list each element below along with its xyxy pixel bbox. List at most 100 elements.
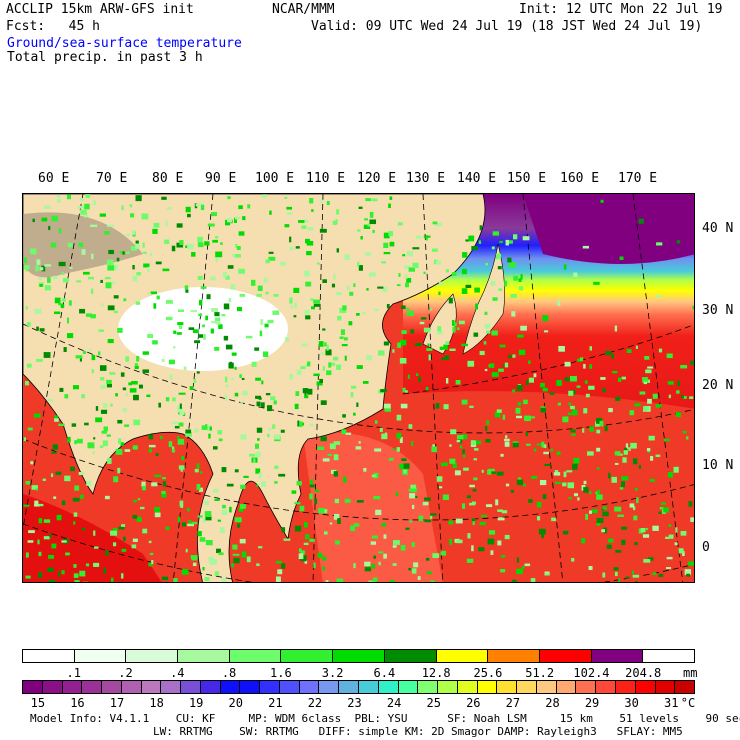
precip-cell	[487, 469, 492, 475]
precip-cell	[449, 444, 452, 447]
precip-cell	[425, 386, 429, 391]
precip-cell	[400, 403, 408, 409]
precip-cell	[300, 366, 306, 369]
precip-cell	[360, 236, 363, 240]
precip-cell	[540, 407, 547, 413]
precip-cell	[522, 483, 526, 487]
precip-cell	[642, 377, 648, 383]
precip-cell	[642, 534, 650, 538]
precip-cell	[36, 358, 43, 362]
precip-cell	[540, 382, 545, 388]
temperature-color-swatch	[556, 681, 577, 693]
precip-cell	[500, 453, 504, 457]
precip-cell	[497, 517, 505, 521]
precip-cell	[573, 457, 580, 464]
precip-cell	[487, 538, 495, 545]
precip-cell	[488, 530, 496, 535]
precip-cell	[678, 548, 684, 554]
model-title: ACCLIP 15km ARW-GFS init	[6, 2, 194, 17]
precip-cell	[82, 350, 87, 354]
precip-cell	[161, 490, 166, 495]
precip-cell	[82, 271, 90, 275]
precip-color-swatch	[488, 650, 540, 662]
precip-cell	[188, 327, 195, 330]
precip-cell	[121, 573, 124, 579]
precip-cell	[304, 270, 310, 277]
land-asia	[23, 194, 486, 582]
precip-cell	[528, 416, 536, 419]
precip-cell	[275, 560, 282, 564]
precip-cell	[120, 442, 124, 446]
precip-cell	[605, 350, 612, 356]
precip-cell	[237, 523, 241, 528]
lon-label: 80 E	[152, 171, 184, 186]
precip-cell	[118, 526, 125, 530]
precip-cell	[191, 557, 198, 561]
precip-cell	[191, 521, 198, 525]
temperature-color-swatch	[82, 681, 103, 693]
precip-cell	[231, 563, 235, 568]
valid-time: Valid: 09 UTC Wed 24 Jul 19 (18 JST Wed …	[311, 19, 703, 34]
precip-cell	[504, 534, 510, 540]
precip-cell	[659, 507, 664, 510]
precip-cell	[25, 552, 29, 558]
precip-cell	[628, 447, 631, 451]
precip-cell	[585, 513, 589, 520]
precip-cell	[262, 194, 268, 198]
precip-cell	[268, 427, 272, 431]
precip-cell	[124, 449, 131, 452]
precip-cell	[67, 317, 70, 324]
precip-cell	[567, 482, 575, 489]
precip-cell	[105, 282, 112, 289]
precip-cell	[154, 512, 161, 518]
precip-cell	[420, 317, 427, 320]
precip-cell	[132, 230, 136, 235]
precip-cell	[364, 567, 372, 572]
precip-cell	[353, 523, 360, 527]
precip-cell	[608, 472, 611, 479]
precip-cell	[668, 394, 671, 399]
precip-cell	[364, 218, 368, 221]
precip-cell	[497, 540, 502, 546]
precip-cell	[270, 396, 276, 401]
precip-cell	[344, 355, 347, 361]
precip-cell	[214, 346, 220, 351]
precip-cell	[25, 267, 28, 272]
precip-cell	[542, 494, 547, 500]
precip-cell	[422, 502, 429, 506]
precip-cell	[177, 438, 185, 445]
precip-cell	[204, 511, 212, 518]
precip-cell	[677, 380, 680, 387]
precip-cell	[152, 228, 158, 234]
precip-color-swatch	[591, 650, 644, 662]
precip-cell	[694, 400, 695, 402]
precip-tick-label: .8	[221, 666, 237, 680]
precip-cell	[85, 313, 92, 317]
precip-cell	[564, 377, 570, 382]
precip-cell	[204, 577, 210, 582]
precip-cell	[289, 247, 294, 251]
temperature-color-swatch	[260, 681, 280, 693]
precip-cell	[614, 325, 618, 332]
precip-cell	[377, 286, 384, 289]
precip-cell	[562, 530, 569, 535]
precip-cell	[256, 484, 259, 487]
precip-cell	[479, 225, 482, 231]
precip-cell	[111, 264, 118, 271]
precip-cell	[538, 528, 546, 535]
precip-cell	[344, 499, 351, 503]
precip-cell	[227, 196, 231, 200]
precip-cell	[410, 484, 416, 489]
precip-cell	[615, 549, 622, 553]
precip-cell	[506, 240, 513, 244]
precip-cell	[333, 513, 340, 520]
precip-cell	[199, 487, 203, 492]
precip-cell	[301, 422, 305, 426]
precip-cell	[412, 247, 420, 250]
precip-cell	[93, 200, 97, 206]
precip-cell	[55, 471, 62, 475]
precip-cell	[234, 366, 237, 370]
precip-cell	[285, 337, 289, 342]
precip-cell	[663, 507, 669, 513]
precip-cell	[499, 344, 506, 348]
